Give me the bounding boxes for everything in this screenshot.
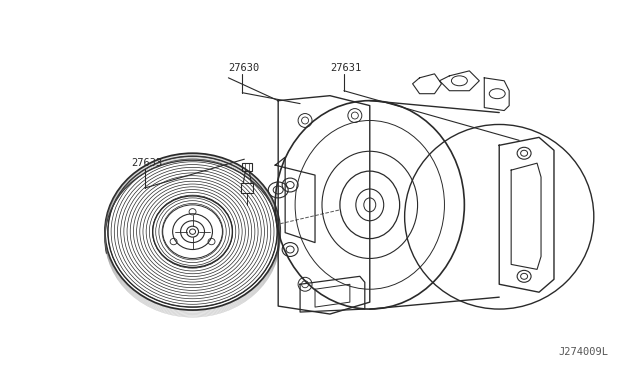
Bar <box>243 163 252 171</box>
Text: J274009L: J274009L <box>559 347 609 357</box>
Bar <box>241 183 253 193</box>
Ellipse shape <box>404 125 594 309</box>
Text: 27630: 27630 <box>228 63 260 73</box>
Text: 27631: 27631 <box>330 63 361 73</box>
Text: 27633: 27633 <box>131 158 162 168</box>
